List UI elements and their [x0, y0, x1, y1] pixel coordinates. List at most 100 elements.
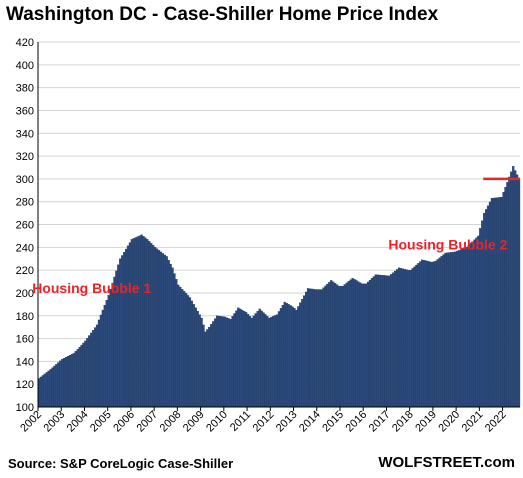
bar: [450, 252, 453, 408]
x-tick-label: 2008: [158, 409, 184, 435]
bar: [297, 306, 300, 408]
bar: [86, 338, 89, 408]
bar: [165, 256, 168, 408]
bar: [252, 315, 255, 408]
bar: [59, 360, 62, 408]
bar: [349, 279, 352, 408]
bar: [430, 261, 434, 408]
bar: [382, 275, 385, 408]
bar: [150, 243, 153, 408]
bar: [146, 239, 149, 408]
bar: [105, 300, 108, 408]
bar: [363, 283, 366, 408]
bar: [266, 316, 269, 408]
bar: [175, 279, 178, 408]
bar: [423, 260, 426, 408]
bar: [477, 235, 480, 408]
bar: [88, 335, 91, 408]
bar: [74, 351, 77, 408]
bar: [301, 299, 304, 408]
x-tick-label: 2009: [181, 409, 207, 435]
bar: [401, 268, 405, 408]
bar: [111, 282, 114, 408]
bar: [241, 309, 244, 408]
bar: [148, 241, 151, 408]
bar: [181, 288, 184, 408]
axes: [37, 42, 520, 411]
bar: [113, 276, 116, 408]
bar: [310, 288, 314, 408]
bar: [415, 264, 418, 408]
annotation-label: Housing Bubble 2: [388, 237, 507, 253]
y-tick-label: 140: [16, 356, 34, 368]
bar: [488, 201, 492, 408]
bar: [188, 297, 192, 408]
y-tick-label: 160: [16, 334, 34, 346]
bar: [97, 319, 101, 408]
bar: [192, 304, 195, 408]
bar: [183, 291, 186, 408]
x-tick-label: 2005: [88, 409, 114, 435]
bar: [70, 354, 73, 408]
bar: [465, 247, 468, 408]
bar: [320, 289, 323, 408]
bar: [324, 285, 327, 408]
bar: [504, 187, 507, 408]
bar: [248, 315, 252, 408]
x-tick-label: 2004: [65, 409, 91, 435]
bar: [384, 275, 387, 408]
x-tick-label: 2016: [344, 409, 370, 435]
bar: [161, 253, 164, 408]
bar: [214, 318, 217, 408]
bar: [467, 245, 470, 408]
bar: [121, 255, 124, 408]
bar: [500, 196, 503, 408]
bar: [260, 310, 263, 408]
bar: [339, 285, 343, 408]
bar: [76, 349, 79, 408]
bar: [123, 252, 126, 408]
chart-title: Washington DC - Case-Shiller Home Price …: [6, 4, 439, 25]
bar: [413, 266, 416, 408]
bar: [246, 314, 250, 408]
bar: [355, 280, 358, 408]
bar: [366, 281, 370, 408]
x-tick-label: 2015: [320, 409, 346, 435]
bar: [90, 332, 93, 408]
bar: [159, 251, 163, 408]
bar: [92, 330, 95, 408]
bar: [428, 261, 432, 408]
bar: [82, 342, 85, 408]
bar: [124, 248, 128, 408]
bar: [368, 280, 372, 408]
bar: [283, 301, 286, 408]
bar: [353, 279, 356, 408]
bar: [235, 310, 238, 408]
source-note: Source: S&P CoreLogic Case-Shiller: [8, 456, 234, 471]
bar: [217, 315, 221, 408]
bar: [403, 269, 406, 408]
bar: [407, 269, 410, 408]
brand-logo: WOLFSTREET.com: [378, 454, 515, 471]
bar: [221, 316, 224, 408]
x-tick-label: 2017: [367, 409, 393, 435]
bar: [514, 170, 517, 408]
y-tick-label: 320: [16, 151, 34, 163]
bar: [275, 314, 279, 408]
bar: [312, 289, 315, 408]
bar: [419, 261, 422, 408]
bar: [343, 284, 346, 408]
bar: [446, 252, 449, 408]
bar: [370, 278, 374, 408]
bar: [392, 272, 395, 408]
bar: [66, 356, 70, 408]
bar: [328, 282, 331, 408]
bar: [461, 248, 465, 408]
bar: [229, 319, 232, 408]
bar: [357, 281, 360, 408]
bar: [72, 353, 75, 408]
bar: [204, 331, 207, 408]
bar: [51, 367, 54, 408]
bar: [452, 251, 455, 408]
